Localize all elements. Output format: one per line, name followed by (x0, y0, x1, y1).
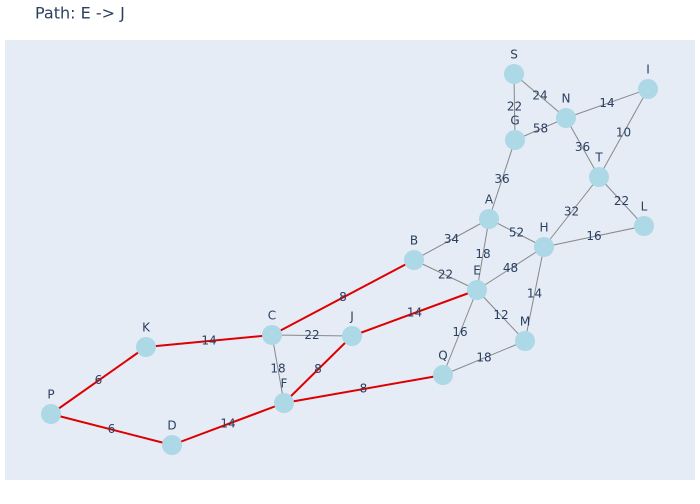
edge-weight: 14 (527, 287, 542, 301)
node-label: K (142, 321, 151, 335)
edge-weight: 24 (532, 89, 547, 103)
node-label: B (410, 234, 418, 248)
edge (476, 246, 545, 291)
edge (543, 176, 600, 248)
node (342, 326, 362, 346)
edge (351, 289, 478, 337)
node (638, 79, 658, 99)
edge (271, 334, 285, 404)
edge (442, 340, 526, 376)
node (634, 216, 654, 236)
node-label: T (594, 151, 603, 165)
node (556, 108, 576, 128)
plot-area (5, 40, 695, 480)
edge-weight: 10 (616, 126, 631, 140)
edge-weight: 22 (614, 194, 629, 208)
edge-weight: 12 (493, 308, 508, 322)
node (274, 393, 294, 413)
edge-weight: 34 (444, 232, 459, 246)
edge-weight: 58 (533, 122, 548, 136)
edge-weight: 18 (475, 247, 490, 261)
edge-weight: 16 (586, 229, 601, 243)
nodes: S I N G T A L H B E J C K M Q F P D (41, 48, 658, 455)
edge-weight: 36 (494, 172, 509, 186)
edge-weight: 8 (314, 362, 322, 376)
edge-weight: 14 (407, 306, 422, 320)
edge (271, 334, 353, 337)
node-label: P (47, 388, 54, 402)
node-label: L (641, 200, 648, 214)
edge-weight: 14 (220, 417, 235, 431)
node (262, 325, 282, 345)
edge (565, 88, 649, 119)
node-label: M (520, 315, 530, 329)
node-label: G (510, 114, 519, 128)
edge-weight: 22 (304, 328, 319, 342)
edge-weight: 52 (509, 226, 524, 240)
node-label: F (281, 377, 288, 391)
edge (413, 218, 490, 261)
node (479, 209, 499, 229)
edge-weight: 18 (270, 362, 285, 376)
edge-weight: 18 (476, 351, 491, 365)
title: Path: E -> J (35, 4, 125, 23)
edge-weight: 48 (503, 261, 518, 275)
node-label: H (539, 221, 548, 235)
edge (513, 73, 516, 141)
node (534, 237, 554, 257)
edge-weight: 14 (201, 334, 216, 348)
node (136, 337, 156, 357)
edge (50, 346, 147, 415)
edge (145, 334, 273, 348)
node-label: C (268, 309, 276, 323)
node (433, 365, 453, 385)
edges: 24 22 14 58 36 10 22 32 36 34 52 18 16 48 14 22 8 14 12 16 2… (50, 73, 649, 446)
edge (476, 218, 490, 291)
edge (598, 88, 649, 178)
edge-weight: 36 (575, 140, 590, 154)
node-label: N (562, 92, 571, 106)
edge (413, 259, 478, 291)
edge-weight: 6 (95, 373, 103, 387)
edge-weight: 22 (438, 268, 453, 282)
node-label: Q (438, 349, 447, 363)
edge (442, 289, 478, 376)
edge (171, 402, 285, 446)
node (504, 64, 524, 84)
edge-weight: 22 (507, 100, 522, 114)
edge-weight: 8 (360, 382, 368, 396)
edge-weight: 6 (108, 422, 116, 436)
node (162, 435, 182, 455)
edge-weight: 14 (599, 96, 614, 110)
node-label: E (473, 264, 481, 278)
edge (513, 73, 567, 119)
edge-weight: 16 (452, 325, 467, 339)
edge-weight: 8 (339, 290, 347, 304)
edge-weight: 32 (564, 205, 579, 219)
node-label: A (485, 193, 494, 207)
node (515, 331, 535, 351)
edge (598, 176, 645, 227)
node-label: J (349, 310, 354, 324)
edge (524, 246, 545, 342)
edge (543, 225, 645, 248)
node (505, 130, 525, 150)
node (467, 280, 487, 300)
edge (283, 374, 444, 404)
node-label: I (646, 63, 650, 77)
edge (271, 259, 415, 336)
edge (488, 139, 516, 220)
node-label: S (510, 48, 518, 62)
node (404, 250, 424, 270)
node-label: D (167, 419, 176, 433)
node (41, 404, 61, 424)
edge (565, 117, 600, 178)
node (589, 167, 609, 187)
edge (476, 289, 526, 342)
edge (488, 218, 545, 248)
edge (283, 335, 353, 404)
edge (50, 413, 173, 446)
